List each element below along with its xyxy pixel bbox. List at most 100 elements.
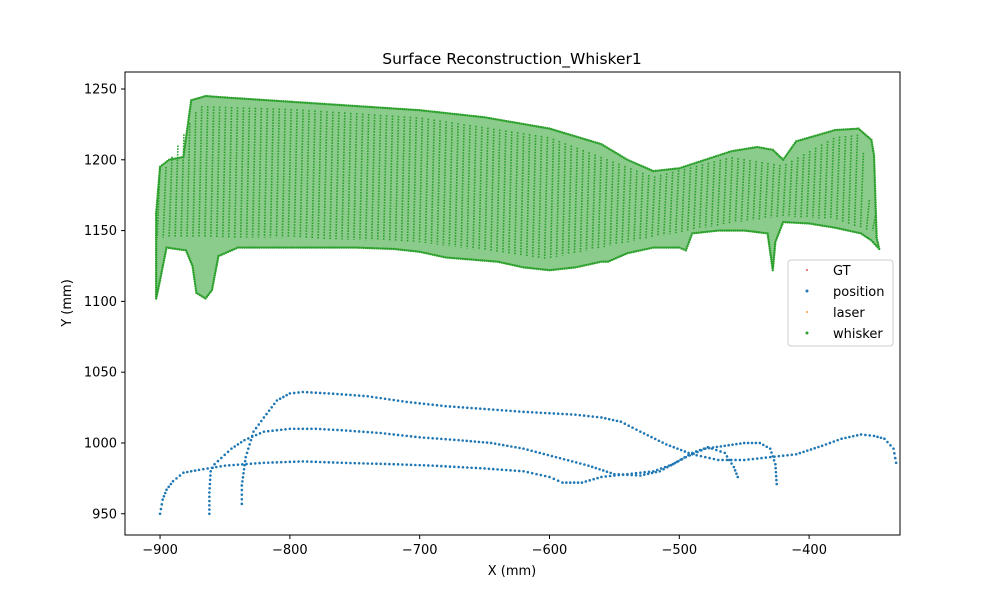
whisker-point bbox=[685, 247, 688, 250]
whisker-point bbox=[271, 246, 274, 249]
whisker-point bbox=[357, 246, 361, 249]
whisker-point bbox=[701, 231, 705, 234]
position-point bbox=[375, 462, 378, 466]
whisker-point bbox=[559, 267, 562, 271]
position-point bbox=[240, 484, 244, 487]
whisker-point bbox=[212, 280, 215, 283]
whisker-point bbox=[738, 148, 742, 152]
position-point bbox=[331, 428, 335, 432]
whisker-point bbox=[803, 222, 807, 225]
whisker-point bbox=[440, 255, 443, 258]
whisker-point bbox=[479, 115, 482, 119]
whisker-stroke bbox=[651, 176, 656, 238]
whisker-point bbox=[797, 139, 800, 142]
whisker-stroke bbox=[275, 108, 281, 238]
whisker-point bbox=[598, 142, 601, 145]
whisker-point bbox=[859, 232, 863, 235]
whisker-point bbox=[769, 148, 772, 151]
position-point bbox=[401, 463, 404, 466]
whisker-point bbox=[221, 253, 224, 256]
position-point bbox=[565, 481, 568, 484]
whisker-point bbox=[686, 244, 689, 248]
position-point bbox=[305, 390, 309, 394]
whisker-point bbox=[816, 223, 819, 227]
position-point bbox=[851, 434, 855, 438]
whisker-point bbox=[212, 278, 216, 281]
whisker-point bbox=[873, 174, 876, 177]
x-tick-label: −800 bbox=[272, 543, 308, 558]
whisker-point bbox=[736, 229, 739, 232]
position-point bbox=[832, 440, 836, 443]
whisker-stroke bbox=[394, 115, 400, 242]
whisker-point bbox=[769, 256, 773, 259]
whisker-point bbox=[427, 252, 430, 255]
whisker-stroke bbox=[710, 161, 716, 227]
whisker-point bbox=[768, 245, 771, 248]
whisker-point bbox=[351, 104, 354, 108]
position-point bbox=[535, 411, 538, 414]
whisker-point bbox=[308, 101, 311, 105]
whisker-stroke bbox=[764, 162, 769, 219]
whisker-point bbox=[820, 132, 824, 136]
position-point bbox=[543, 411, 547, 415]
whisker-stroke bbox=[162, 166, 167, 238]
position-point bbox=[160, 503, 164, 506]
whisker-point bbox=[325, 246, 328, 249]
position-point bbox=[775, 482, 778, 486]
whisker-point bbox=[874, 205, 877, 208]
position-point bbox=[457, 465, 460, 469]
whisker-point bbox=[234, 96, 237, 100]
whisker-point bbox=[260, 246, 263, 249]
whisker-stroke bbox=[674, 170, 680, 234]
whisker-point bbox=[164, 250, 167, 254]
whisker-point bbox=[788, 221, 791, 224]
y-tick-label: 1050 bbox=[84, 366, 117, 381]
whisker-point bbox=[779, 226, 783, 230]
whisker-point bbox=[581, 137, 584, 140]
position-point bbox=[642, 432, 646, 435]
whisker-point bbox=[862, 131, 865, 135]
position-point bbox=[375, 431, 378, 435]
axes-frame bbox=[124, 71, 901, 536]
whisker-point bbox=[154, 273, 158, 276]
whisker-point bbox=[377, 247, 380, 250]
position-point bbox=[493, 442, 497, 445]
whisker-point bbox=[827, 130, 830, 134]
x-tick-label: −900 bbox=[142, 543, 178, 558]
whisker-point bbox=[626, 158, 629, 161]
position-point bbox=[461, 406, 465, 409]
whisker-point bbox=[280, 246, 283, 249]
whisker-point bbox=[489, 117, 493, 120]
whisker-point bbox=[801, 221, 804, 225]
whisker-point bbox=[414, 250, 417, 253]
whisker-point bbox=[172, 157, 175, 161]
position-point bbox=[734, 458, 737, 462]
whisker-point bbox=[476, 258, 480, 262]
position-point bbox=[301, 427, 305, 431]
whisker-point bbox=[723, 152, 726, 155]
position-point bbox=[362, 462, 365, 465]
whisker-point bbox=[241, 246, 244, 249]
whisker-point bbox=[701, 159, 705, 162]
position-point bbox=[440, 437, 443, 441]
whisker-point bbox=[409, 249, 413, 253]
position-series bbox=[158, 390, 898, 516]
whisker-point bbox=[874, 218, 878, 222]
whisker-stroke bbox=[436, 120, 442, 245]
whisker-point bbox=[873, 167, 876, 171]
position-point bbox=[672, 445, 676, 449]
position-point bbox=[605, 470, 609, 473]
position-point bbox=[483, 467, 486, 470]
whisker-point bbox=[520, 122, 523, 125]
whisker-point bbox=[768, 247, 771, 250]
position-point bbox=[786, 453, 789, 457]
position-point bbox=[760, 456, 763, 460]
whisker-point bbox=[609, 148, 612, 151]
whisker-point bbox=[678, 167, 681, 170]
whisker-point bbox=[712, 155, 716, 159]
position-point bbox=[379, 396, 383, 400]
legend-label-laser: laser bbox=[833, 306, 865, 321]
whisker-point bbox=[595, 261, 599, 264]
position-point bbox=[240, 497, 244, 501]
whisker-point bbox=[487, 259, 491, 263]
